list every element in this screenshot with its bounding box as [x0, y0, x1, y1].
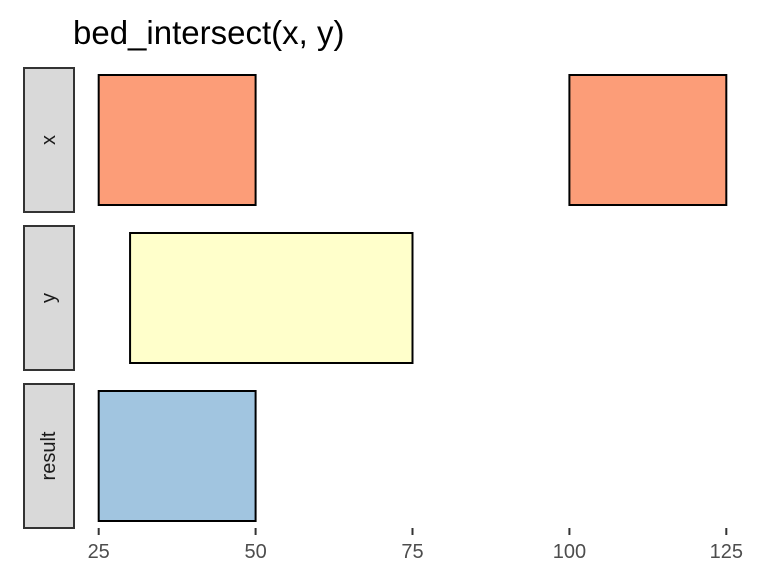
facet-strip-result	[23, 383, 75, 529]
chart-title: bed_intersect(x, y)	[73, 14, 344, 51]
x-tick-label-125: 125	[710, 541, 743, 563]
facet-label-y: y	[38, 293, 60, 303]
interval-x-0	[97, 74, 257, 206]
facet-strip-x	[23, 67, 75, 213]
facet-label-result: result	[38, 431, 60, 480]
facet-strip-y	[23, 225, 75, 371]
interval-x-1	[568, 74, 728, 206]
interval-result-0	[97, 390, 257, 522]
x-tick-label-100: 100	[553, 541, 586, 563]
interval-y-0	[129, 232, 414, 364]
x-tick-label-25: 25	[88, 541, 110, 563]
x-tick-label-50: 50	[244, 541, 266, 563]
facet-panels: x y result	[23, 67, 728, 529]
x-axis: 25 50 75 100 125	[88, 528, 743, 563]
x-tick-label-75: 75	[401, 541, 423, 563]
facet-label-x: x	[38, 135, 60, 145]
